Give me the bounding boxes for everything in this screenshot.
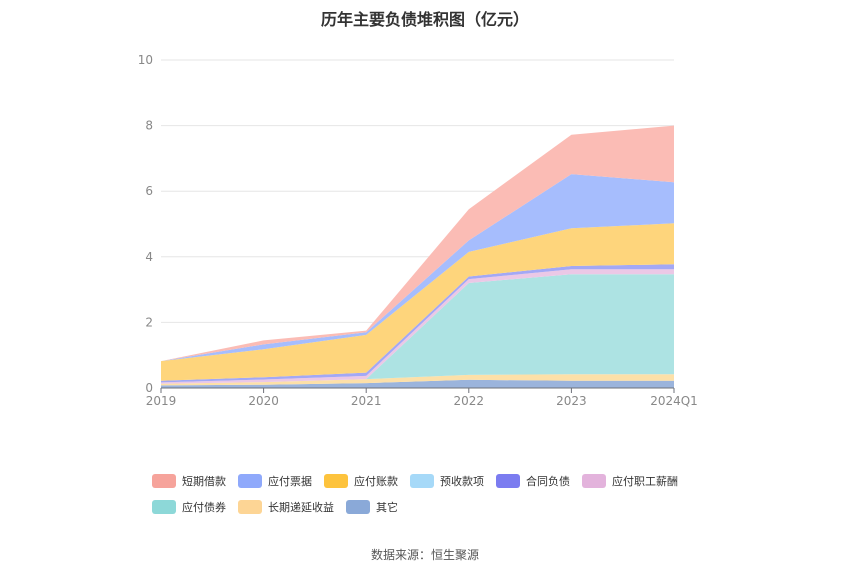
legend-swatch	[238, 500, 262, 514]
x-tick-label: 2021	[351, 394, 382, 408]
legend-item[interactable]: 应付票据	[238, 472, 312, 490]
legend-swatch	[152, 474, 176, 488]
x-tick-label: 2024Q1	[650, 394, 698, 408]
legend-swatch	[346, 500, 370, 514]
x-tick-label: 2020	[248, 394, 279, 408]
legend-label: 预收款项	[440, 475, 484, 488]
y-tick-label: 6	[145, 184, 153, 198]
x-tick-label: 2022	[454, 394, 485, 408]
series-area-8	[161, 125, 674, 362]
stacked-areas	[161, 125, 674, 388]
x-tick-label: 2023	[556, 394, 587, 408]
series-area-6	[161, 223, 674, 381]
series-area-7	[161, 174, 674, 362]
chart-title: 历年主要负债堆积图（亿元）	[320, 10, 529, 29]
legend-swatch	[324, 474, 348, 488]
series-area-1	[161, 374, 674, 386]
legend-label: 应付票据	[268, 475, 312, 488]
legend-item[interactable]: 应付账款	[324, 472, 398, 490]
legend-item[interactable]: 应付债券	[152, 498, 226, 516]
legend-label: 长期递延收益	[268, 501, 334, 514]
legend-swatch	[582, 474, 606, 488]
x-tick-label: 2019	[146, 394, 177, 408]
legend-label: 合同负债	[526, 475, 570, 488]
series-area-2	[161, 274, 674, 384]
series-area-0	[161, 379, 674, 388]
source-note: 数据来源：恒生聚源	[370, 548, 479, 562]
legend: 短期借款 应付票据 应付账款 预收款项 合同负债 应付职工薪酬应付债券 长期递延收益 其它	[152, 472, 712, 516]
legend-item[interactable]: 合同负债	[496, 472, 570, 490]
legend-swatch	[410, 474, 434, 488]
legend-swatch	[496, 474, 520, 488]
legend-swatch	[238, 474, 262, 488]
y-tick-label: 4	[145, 250, 153, 264]
y-tick-label: 8	[145, 119, 153, 133]
y-tick-label: 0	[145, 381, 153, 395]
legend-item[interactable]: 预收款项	[410, 472, 484, 490]
axes: 0 2 4 6 8 10 2019 2020 2021 2022 2023 2024Q1	[138, 53, 698, 408]
legend-label: 应付账款	[354, 475, 398, 488]
legend-label: 其它	[376, 501, 398, 514]
y-tick-label: 2	[145, 315, 153, 329]
legend-label: 应付债券	[182, 501, 226, 514]
legend-label: 短期借款	[182, 475, 226, 488]
legend-item[interactable]: 应付职工薪酬	[582, 472, 678, 490]
legend-swatch	[152, 500, 176, 514]
legend-item[interactable]: 其它	[346, 498, 398, 516]
legend-label: 应付职工薪酬	[612, 475, 678, 488]
legend-item[interactable]: 短期借款	[152, 472, 226, 490]
legend-item[interactable]: 长期递延收益	[238, 498, 334, 516]
y-tick-label: 10	[138, 53, 153, 67]
